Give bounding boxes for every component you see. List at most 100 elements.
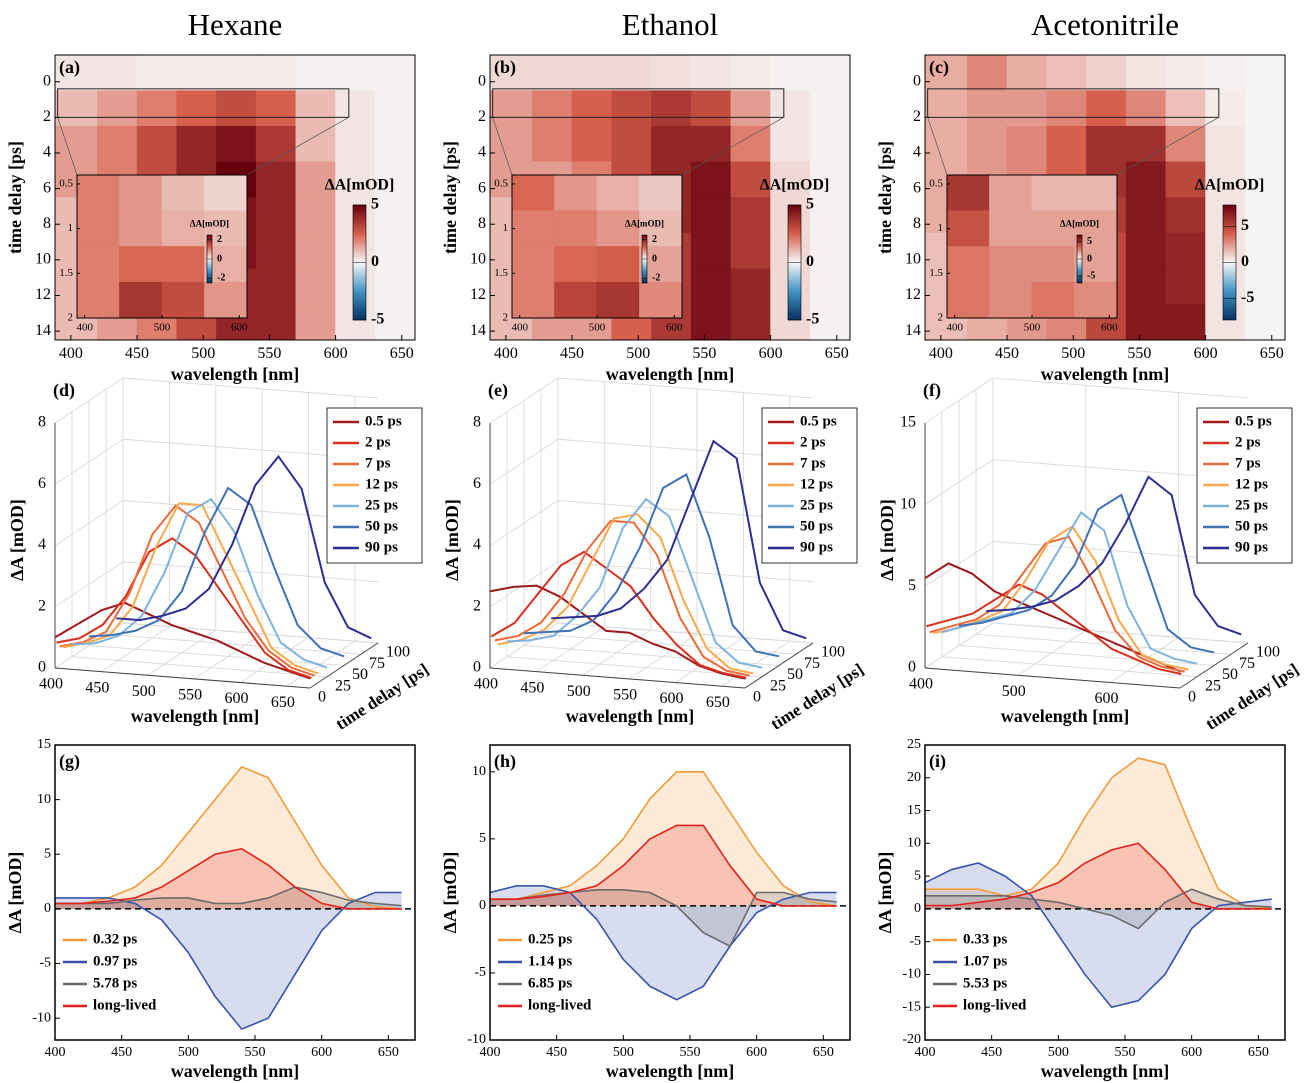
legend-label: 0.25 ps [528,931,572,947]
series-area [925,758,1272,909]
legend-label: 12 ps [800,476,833,492]
colorbar-tick-label: 0 [217,253,222,264]
z-axis-label: ΔA [mOD] [7,499,27,581]
y-tick-label: 4 [43,144,51,161]
heatmap-cell [1125,161,1167,198]
x-axis-label: wavelength [nm] [1041,1061,1170,1081]
legend-label: 50 ps [1235,518,1268,534]
heatmap-cell [1165,268,1206,305]
inset-connector [1116,117,1219,176]
panel-label: (d) [53,380,75,401]
heatmap-cell [161,246,205,283]
x-tick-label: 500 [1048,1045,1069,1060]
heatmap-cell [511,246,555,283]
heatmap-cell [216,125,257,163]
heatmap-cell [1046,54,1087,91]
heatmap-cell [1244,125,1286,163]
heatmap-cell [809,125,851,163]
y-tick-label: 0 [1188,689,1196,706]
z-tick-label: 2 [473,597,481,614]
series-area [490,889,837,947]
y-tick-label: 14 [470,322,486,339]
heatmap-cell [1086,125,1127,163]
series-line [54,601,311,680]
y-axis [1179,642,1249,689]
heatmap-cell [1244,54,1286,91]
x-tick-label: 500 [1024,321,1041,333]
heatmap-cell [946,210,990,247]
heatmap-cell [1244,232,1286,270]
heatmap-cell [255,304,297,341]
x-tick-label: 500 [154,321,171,333]
panel-label: (c) [929,57,949,78]
inset-marker [57,88,350,118]
z-tick-label: 0 [38,659,46,676]
inset-connector [927,117,948,176]
heatmap-cell [730,90,771,127]
heatmap-cell [1125,304,1167,341]
heatmap-cell [596,174,640,212]
heatmap-cell [1006,125,1048,163]
inset-connector [681,117,784,176]
x-tick-label: 600 [759,345,783,362]
z-tick-label: 6 [38,475,46,492]
heatmap-cell [255,125,297,163]
legend-label: 6.85 ps [528,975,572,991]
y-tick-label: 0.5 [59,177,73,189]
heatmap-cell [611,125,652,163]
x-tick-label: 650 [1260,345,1284,362]
grid-line [941,656,1198,678]
heatmap-cell [295,197,336,234]
y-axis-label: time delay [ps] [440,141,460,254]
colorbar-tick-label: 5 [1241,217,1249,234]
x-tick-label: 450 [85,679,109,696]
series-line [56,537,312,679]
legend-label: 2 ps [1235,434,1261,450]
series-line [986,475,1242,636]
series-line [941,511,1198,665]
y-tick-label: 5 [44,846,51,861]
x-tick-label: 600 [1181,1045,1202,1060]
heatmap-cell [532,125,573,163]
heatmap-cell [611,90,652,127]
heatmap-cell [255,232,297,270]
y-axis-label: time delay [ps] [875,141,895,254]
y-tick-label: 0 [479,898,486,913]
heatmap-cell [1205,90,1246,127]
y-tick-label: 1 [68,222,74,234]
heatmap-cell [1086,90,1127,127]
heatmap-cell [76,210,120,247]
heatmap-cell [97,90,138,127]
series-line [490,771,837,907]
series-line [490,824,837,907]
heatmap-cell [136,125,178,163]
heatmap-cell [611,54,652,91]
heatmap-cell [295,268,336,305]
heatmap-cell [204,281,248,319]
y-tick-label: 1.5 [494,267,508,279]
legend-label: 0.5 ps [365,413,402,429]
x-tick-label: 450 [995,345,1019,362]
grid-line [122,377,379,399]
x-tick-label: 450 [520,679,544,696]
series-line [55,886,402,907]
x-axis-label: wavelength [nm] [1041,364,1170,384]
heatmap-cell [967,90,1008,127]
heatmap-cell [97,125,138,163]
x-tick-label: 450 [981,1045,1002,1060]
colorbar-tick-label: -2 [652,272,660,283]
y-tick-label: 50 [352,666,368,683]
heatmap-cell [216,90,257,127]
series-line [958,493,1215,654]
heatmap-cell [204,174,248,212]
colorbar-tick-label: -2 [217,272,225,283]
x-tick-label: 400 [39,676,63,693]
heatmap-cell [119,210,163,247]
z-tick-label: 5 [908,577,916,594]
heatmap-cell [374,125,416,163]
y-tick-label: 50 [787,666,803,683]
inset-marker [492,88,785,118]
heatmap-cell [639,281,683,319]
colorbar-tick-label: 0 [806,253,814,270]
heatmap-cell [690,54,732,91]
